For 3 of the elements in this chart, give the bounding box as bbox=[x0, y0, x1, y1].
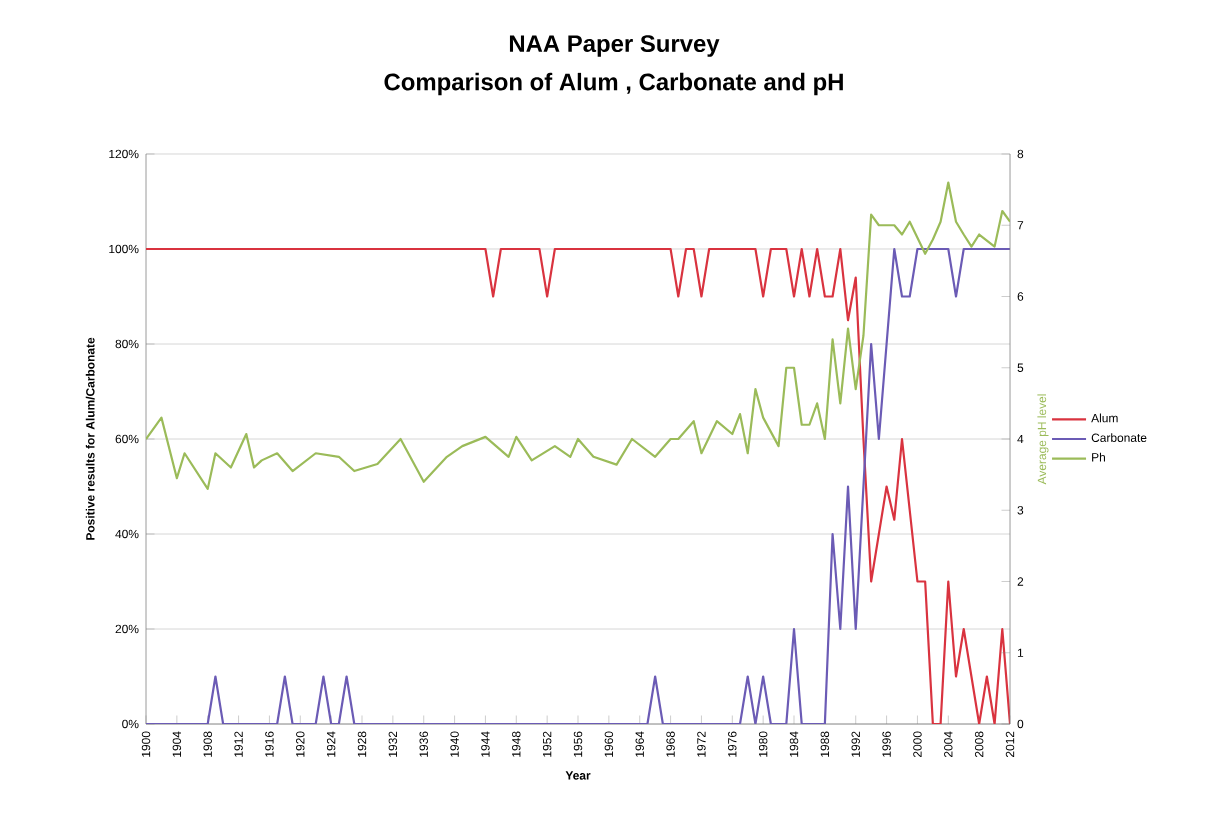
line-series bbox=[146, 181, 1011, 490]
chart-title: NAA Paper Survey bbox=[509, 35, 720, 57]
chart-subtitle: Comparison of Alum , Carbonate and pH bbox=[384, 72, 843, 96]
